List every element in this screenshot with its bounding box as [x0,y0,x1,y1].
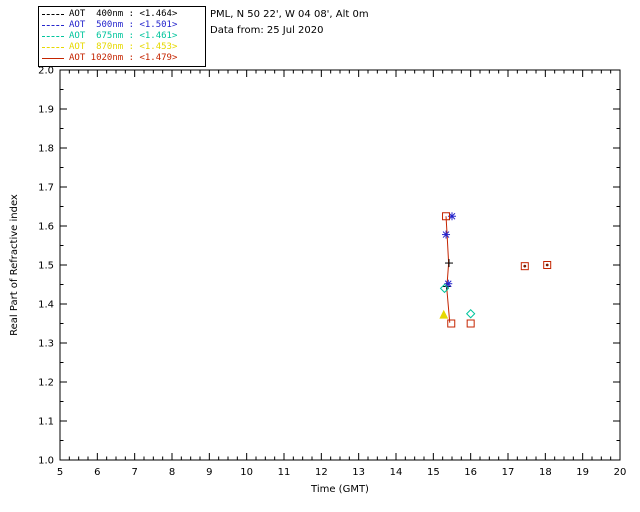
legend-item-label: AOT 400nm : <1.464> [69,9,178,19]
legend-box: AOT 400nm : <1.464> AOT 500nm : <1.501> AO… [38,6,206,67]
legend-item-label: AOT 675nm : <1.461> [69,31,178,41]
legend-item: AOT 400nm : <1.464> [42,9,202,20]
legend-item-label: AOT 500nm : <1.501> [69,20,178,30]
data-date: Data from: 25 Jul 2020 [210,25,324,36]
data-point [444,279,453,288]
data-point [543,261,552,269]
data-point [442,230,451,239]
svg-text:1.9: 1.9 [38,105,54,116]
legend-line-sample [42,58,64,59]
svg-text:7: 7 [131,467,137,478]
svg-text:1.2: 1.2 [38,378,54,389]
svg-text:6: 6 [94,467,100,478]
svg-text:17: 17 [502,467,515,478]
svg-text:5: 5 [57,467,63,478]
data-point [439,309,449,319]
svg-text:Time (GMT): Time (GMT) [310,484,369,495]
svg-text:10: 10 [240,467,253,478]
legend-line-sample [42,25,64,26]
legend-item: AOT 500nm : <1.501> [42,20,202,31]
svg-text:1.0: 1.0 [38,456,54,467]
svg-text:1.6: 1.6 [38,222,54,233]
svg-text:1.5: 1.5 [38,261,54,272]
legend-item-label: AOT 1020nm : <1.479> [69,53,178,63]
legend-item: AOT 1020nm : <1.479> [42,53,202,64]
data-point [447,319,456,328]
plot-header: PML, N 50 22', W 04 08', Alt 0m Data fro… [210,7,369,39]
svg-text:1.3: 1.3 [38,339,54,350]
legend-line-sample [42,47,64,48]
svg-text:1.4: 1.4 [38,300,54,311]
data-point [466,319,475,328]
data-point [520,262,529,271]
legend-line-sample [42,36,64,37]
svg-text:13: 13 [352,467,365,478]
svg-text:20: 20 [614,467,627,478]
svg-text:1.8: 1.8 [38,144,54,155]
data-point [439,283,450,294]
data-point [445,259,454,268]
svg-text:9: 9 [206,467,212,478]
svg-text:16: 16 [464,467,477,478]
svg-text:8: 8 [169,467,175,478]
data-point [442,212,451,221]
svg-text:2.0: 2.0 [38,66,54,77]
svg-text:18: 18 [539,467,552,478]
legend-item: AOT 870nm : <1.453> [42,42,202,53]
svg-text:1.1: 1.1 [38,417,54,428]
svg-text:14: 14 [390,467,403,478]
svg-text:11: 11 [278,467,291,478]
data-point [465,309,476,319]
legend-item: AOT 675nm : <1.461> [42,31,202,42]
legend-line-sample [42,14,64,15]
station-info: PML, N 50 22', W 04 08', Alt 0m [210,9,369,20]
svg-text:Real Part of Refractive index: Real Part of Refractive index [9,194,20,336]
svg-text:15: 15 [427,467,440,478]
svg-text:12: 12 [315,467,328,478]
legend-item-label: AOT 870nm : <1.453> [69,42,178,52]
svg-text:1.7: 1.7 [38,183,54,194]
svg-text:19: 19 [576,467,589,478]
